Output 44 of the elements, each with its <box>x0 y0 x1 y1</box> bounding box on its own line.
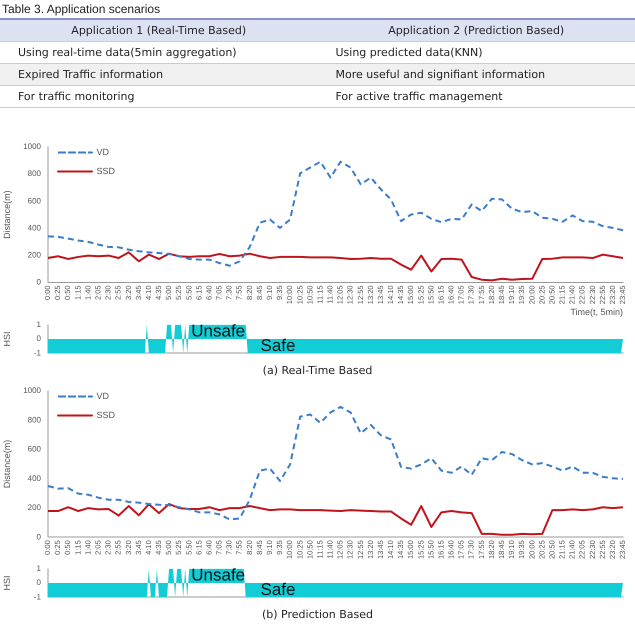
legend-label: VD <box>96 146 110 157</box>
line-series <box>47 160 624 267</box>
y-tick-label: 800 <box>28 415 42 424</box>
y-axis-title: Distance(m) <box>2 190 12 239</box>
legend-label: VD <box>96 390 110 401</box>
text: (a) Real-Time Based <box>262 364 374 377</box>
y-tick-label: 800 <box>28 169 42 178</box>
y-tick-label: 1 <box>36 320 42 330</box>
y-tick-label: 600 <box>28 444 42 454</box>
y-tick-label: 400 <box>28 223 42 232</box>
text: Expired Traffic information <box>0 64 318 86</box>
text: (b) Prediction Based <box>261 608 374 621</box>
text: For active traffic management <box>318 86 635 108</box>
y-tick-label: 1 <box>36 564 42 574</box>
y-tick-label: 200 <box>28 250 42 260</box>
text: Table 3. Application scenarios <box>1 1 162 18</box>
y-tick-label: 200 <box>28 503 42 512</box>
y-tick-label: 400 <box>28 474 42 483</box>
text: Using predicted data(KNN) <box>318 42 635 64</box>
y-tick-label: 0 <box>36 334 42 344</box>
text: Application 2 (Prediction Based) <box>318 19 635 42</box>
legend-label: SSD <box>96 410 116 420</box>
y-tick-label: 0 <box>36 578 42 588</box>
text: For traffic monitoring <box>0 86 318 108</box>
annotation: Safe <box>260 336 296 355</box>
y-tick-label: 600 <box>28 196 42 206</box>
y-axis-title: HSI <box>2 331 12 347</box>
text: More useful and signifiant information <box>318 64 635 86</box>
line-series <box>47 406 624 520</box>
text: Using real-time data(5min aggregation) <box>0 42 318 64</box>
annotation: Unsafe <box>191 322 246 341</box>
y-tick-label: -1 <box>34 592 42 602</box>
y-tick-label: 0 <box>36 532 42 542</box>
y-axis-title: HSI <box>2 575 12 591</box>
annotation: Safe <box>260 580 296 599</box>
legend-label: SSD <box>96 166 116 176</box>
y-tick-label: 1000 <box>23 386 42 396</box>
annotation: Unsafe <box>191 566 246 585</box>
x-axis-title: Time(t, 5min) <box>570 307 623 318</box>
y-tick-label: -1 <box>34 348 42 358</box>
y-tick-label: 1000 <box>23 142 42 152</box>
y-tick-label: 0 <box>36 278 42 287</box>
text: Application 1 (Real-Time Based) <box>0 19 318 42</box>
y-axis-title: Distance(m) <box>2 440 12 488</box>
